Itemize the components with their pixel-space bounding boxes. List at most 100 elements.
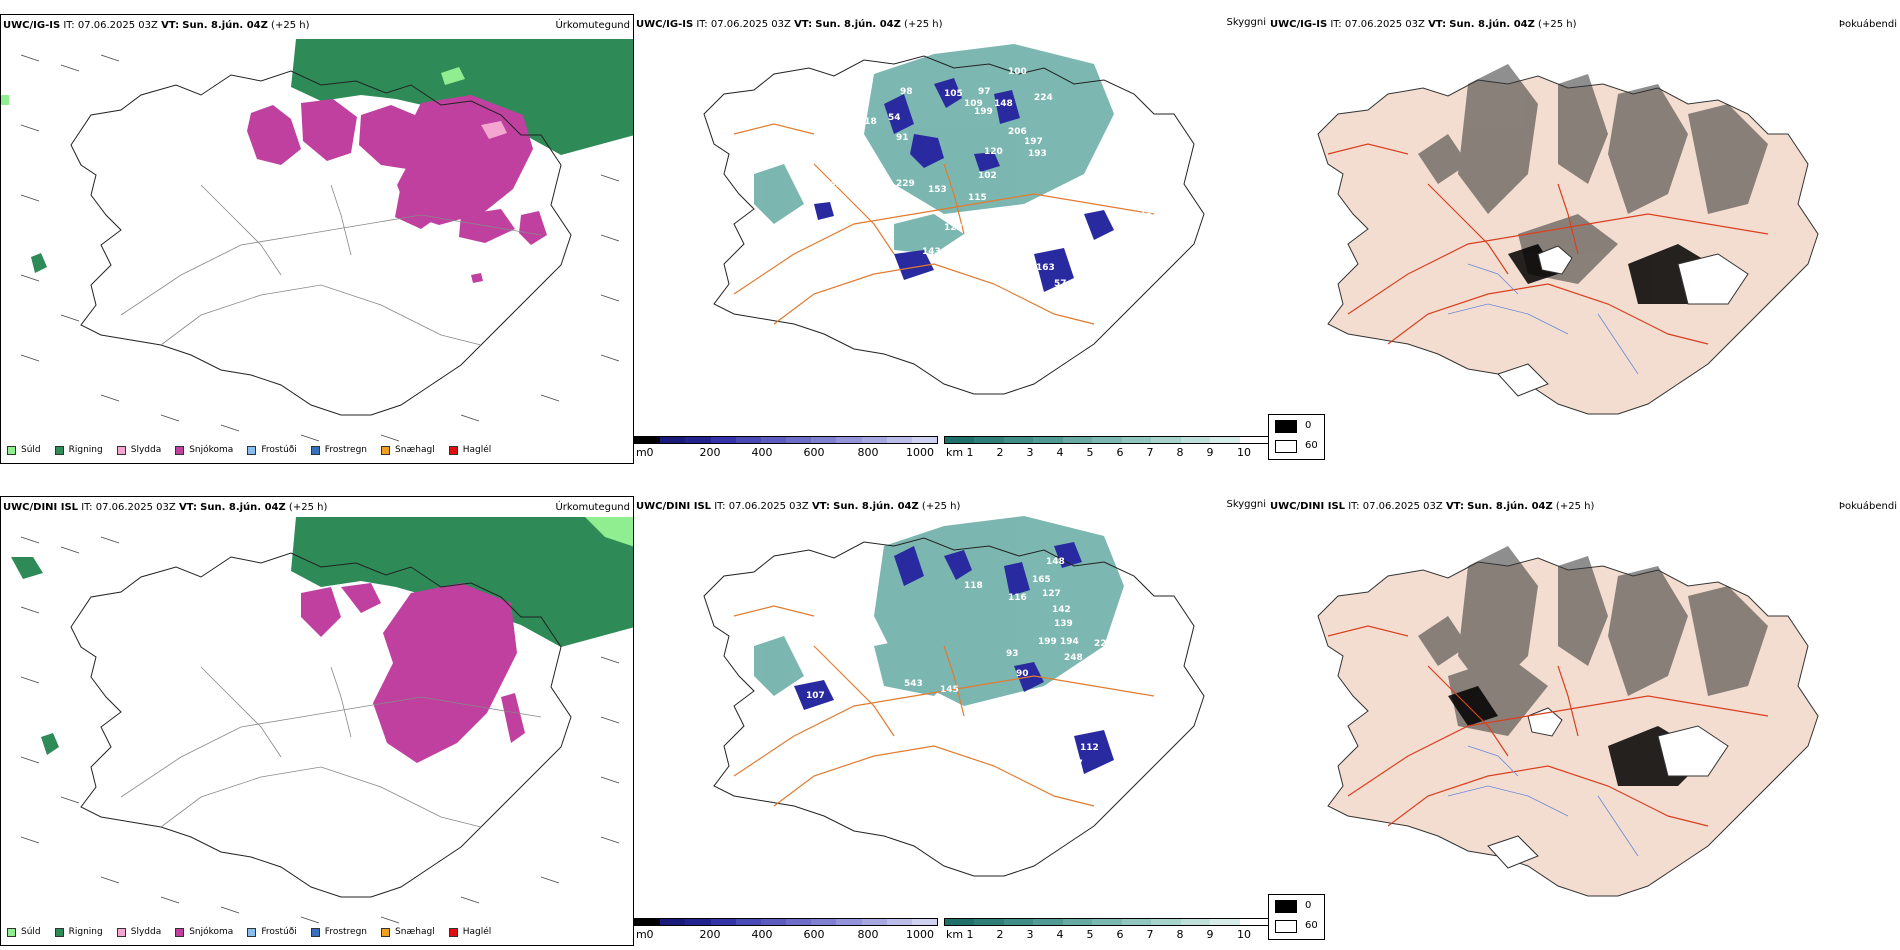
legend-swatch [175,445,185,455]
precip-legend: Súld Rigning Slydda Snjókoma Frostúði Fr… [7,445,491,455]
precip-map [1,39,633,442]
panel-variable-label: Úrkomutegund [555,502,630,513]
ceiling-blue [794,542,1114,774]
wind-barbs [20,536,620,924]
colorbar-swatch [811,919,837,925]
colorbar-tick: 1000 [906,928,934,941]
fog-legend-label: 0 [1305,420,1312,431]
marker-label: 109 [964,99,983,109]
colorbar-swatch [1239,437,1269,443]
colorbar-swatch [710,919,736,925]
legend-swatch [247,927,257,937]
marker-label: 143 [922,247,941,257]
roads [1327,625,1769,827]
fog-panel-top: UWC/IG-IS IT: 07.06.2025 03Z VT: Sun. 8.… [1268,14,1900,464]
colorbar-tick: 3 [1026,928,1034,941]
fog-shading [1418,546,1768,736]
colorbar-swatch [760,437,787,443]
colorbar-swatch [685,919,711,925]
colorbar-tick: 5 [1086,928,1094,941]
panel-title: UWC/IG-IS IT: 07.06.2025 03Z VT: Sun. 8.… [636,19,943,30]
colorbar-height: m 0 200 400 600 800 1000 [634,436,938,464]
colorbar-unit: km [946,928,964,941]
colorbar-swatch [660,919,686,925]
ceiling-blue [814,78,1114,292]
colorbar-unit: km [946,446,964,459]
colorbar-swatch [836,919,862,925]
marker-label: 57 [1054,279,1067,289]
colorbar-tick: 6 [1116,928,1124,941]
legend-swatch [54,927,64,937]
colorbar-swatch [1121,437,1152,443]
colorbar-tick: 800 [857,446,879,459]
colorbar-swatch [635,919,661,925]
colorbar-tick: 9 [1206,928,1214,941]
colorbar-swatch [1180,919,1211,925]
marker-label: 102 [978,171,997,181]
colorbar-swatch [1092,437,1122,443]
fog-legend-swatch [1275,420,1297,433]
legend-item: Frostúði [247,927,297,937]
rain-area [11,517,633,755]
colorbar-tick: 600 [803,928,825,941]
colorbar-swatch [1121,919,1152,925]
panel-title: UWC/DINI ISL IT: 07.06.2025 03Z VT: Sun.… [1270,501,1595,512]
coastline [703,55,1205,395]
colorbar-swatch [886,919,912,925]
colorbar-tick: 4 [1056,446,1064,459]
colorbar-tick: 400 [751,446,773,459]
marker-label: 157 [1064,759,1083,769]
visibility-map: 118 165 148 116 127 142 139 199 194 248 … [703,516,1205,877]
colorbar-swatch [861,919,887,925]
colorbar-swatch [1033,437,1063,443]
marker-label: 83 [1162,213,1175,223]
fog-legend: 0 60 [1268,414,1325,460]
rivers [1447,263,1639,375]
panel-title: UWC/DINI ISL IT: 07.06.2025 03Z VT: Sun.… [636,501,961,512]
fog-legend-swatch [1275,900,1297,913]
colorbar-swatch [861,437,887,443]
snow-area [301,583,525,763]
colorbar-swatches [634,436,938,444]
visibility-panel-bottom: UWC/DINI ISL IT: 07.06.2025 03Z VT: Sun.… [634,496,1268,946]
colorbar-swatch [1151,437,1181,443]
marker-label: 543 [904,679,923,689]
colorbar-tick: 400 [751,928,773,941]
precip-map [11,517,633,924]
colorbar-tick: 1 [966,928,974,941]
colorbar-swatch [1062,437,1093,443]
colorbar-tick: 200 [699,446,721,459]
colorbar-tick: 1 [966,446,974,459]
marker-label: 97 [978,87,991,97]
legend-item: Frostregn [310,927,367,937]
marker-label: 199 [1038,637,1057,647]
marker-label: 206 [1008,127,1027,137]
colorbar-tick: 8 [1176,446,1184,459]
colorbar-swatch [1003,437,1034,443]
marker-label: 123 [944,223,963,233]
colorbar-swatch [1092,919,1122,925]
colorbar-swatch [1210,919,1240,925]
precip-legend: Súld Rigning Slydda Snjókoma Frostúði Fr… [7,927,491,937]
panel-title: UWC/IG-IS IT: 07.06.2025 03Z VT: Sun. 8.… [3,20,310,31]
colorbar-tick: 600 [803,446,825,459]
coastline [703,537,1205,877]
legend-item: Súld [7,927,41,937]
colorbar-swatch [811,437,837,443]
marker-label: 107 [806,691,825,701]
marker-label: 148 [1046,557,1065,567]
marker-label: 229 [1094,639,1113,649]
colorbar-swatch [945,437,975,443]
marker-label: 246 [830,181,849,191]
colorbar-visibility: km 1 2 3 4 5 6 7 8 9 10 [944,918,1270,946]
legend-swatch [7,927,16,937]
marker-label: 54 [888,113,901,123]
legend-item: Snjókoma [175,445,233,455]
marker-label: 118 [858,117,877,127]
marker-label: 63 [884,379,897,389]
fog-map [1317,64,1819,415]
marker-label: 163 [1036,263,1055,273]
colorbar-swatches [634,918,938,926]
colorbar-swatch [786,919,812,925]
panel-variable-label: Þokuábendi [1838,19,1897,30]
